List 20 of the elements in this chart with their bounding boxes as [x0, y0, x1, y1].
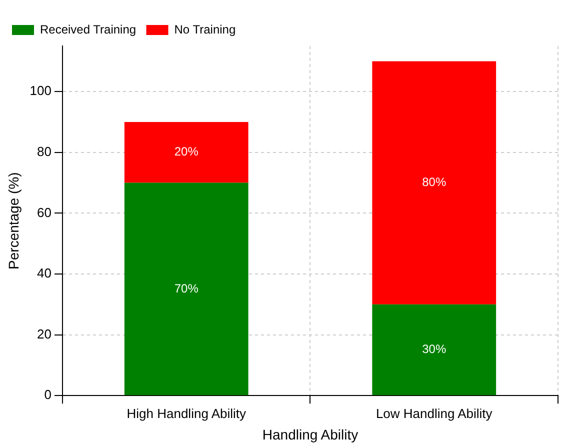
x-tick-label: Low Handling Ability: [376, 406, 493, 421]
data-label: 30%: [422, 342, 446, 356]
x-tick-label: High Handling Ability: [126, 406, 246, 421]
data-label: 70%: [174, 281, 199, 296]
data-label: 80%: [422, 175, 446, 190]
bar: [124, 182, 248, 396]
x-axis-title: Handling Ability: [262, 426, 358, 442]
data-label: 20%: [174, 144, 199, 159]
y-axis-title: Percentage (%): [5, 172, 22, 270]
bar: [124, 122, 248, 183]
y-tick-label: 60: [37, 204, 52, 220]
y-tick-label: 0: [44, 387, 52, 402]
legend-label: Received Training: [40, 22, 136, 36]
y-tick-label: 20: [37, 326, 52, 342]
bar: [372, 61, 496, 304]
y-tick-label: 80: [37, 144, 52, 159]
bar: [372, 304, 496, 396]
y-tick-label: 100: [30, 83, 52, 98]
legend-label: No Training: [174, 22, 236, 36]
y-tick-label: 40: [37, 266, 52, 281]
